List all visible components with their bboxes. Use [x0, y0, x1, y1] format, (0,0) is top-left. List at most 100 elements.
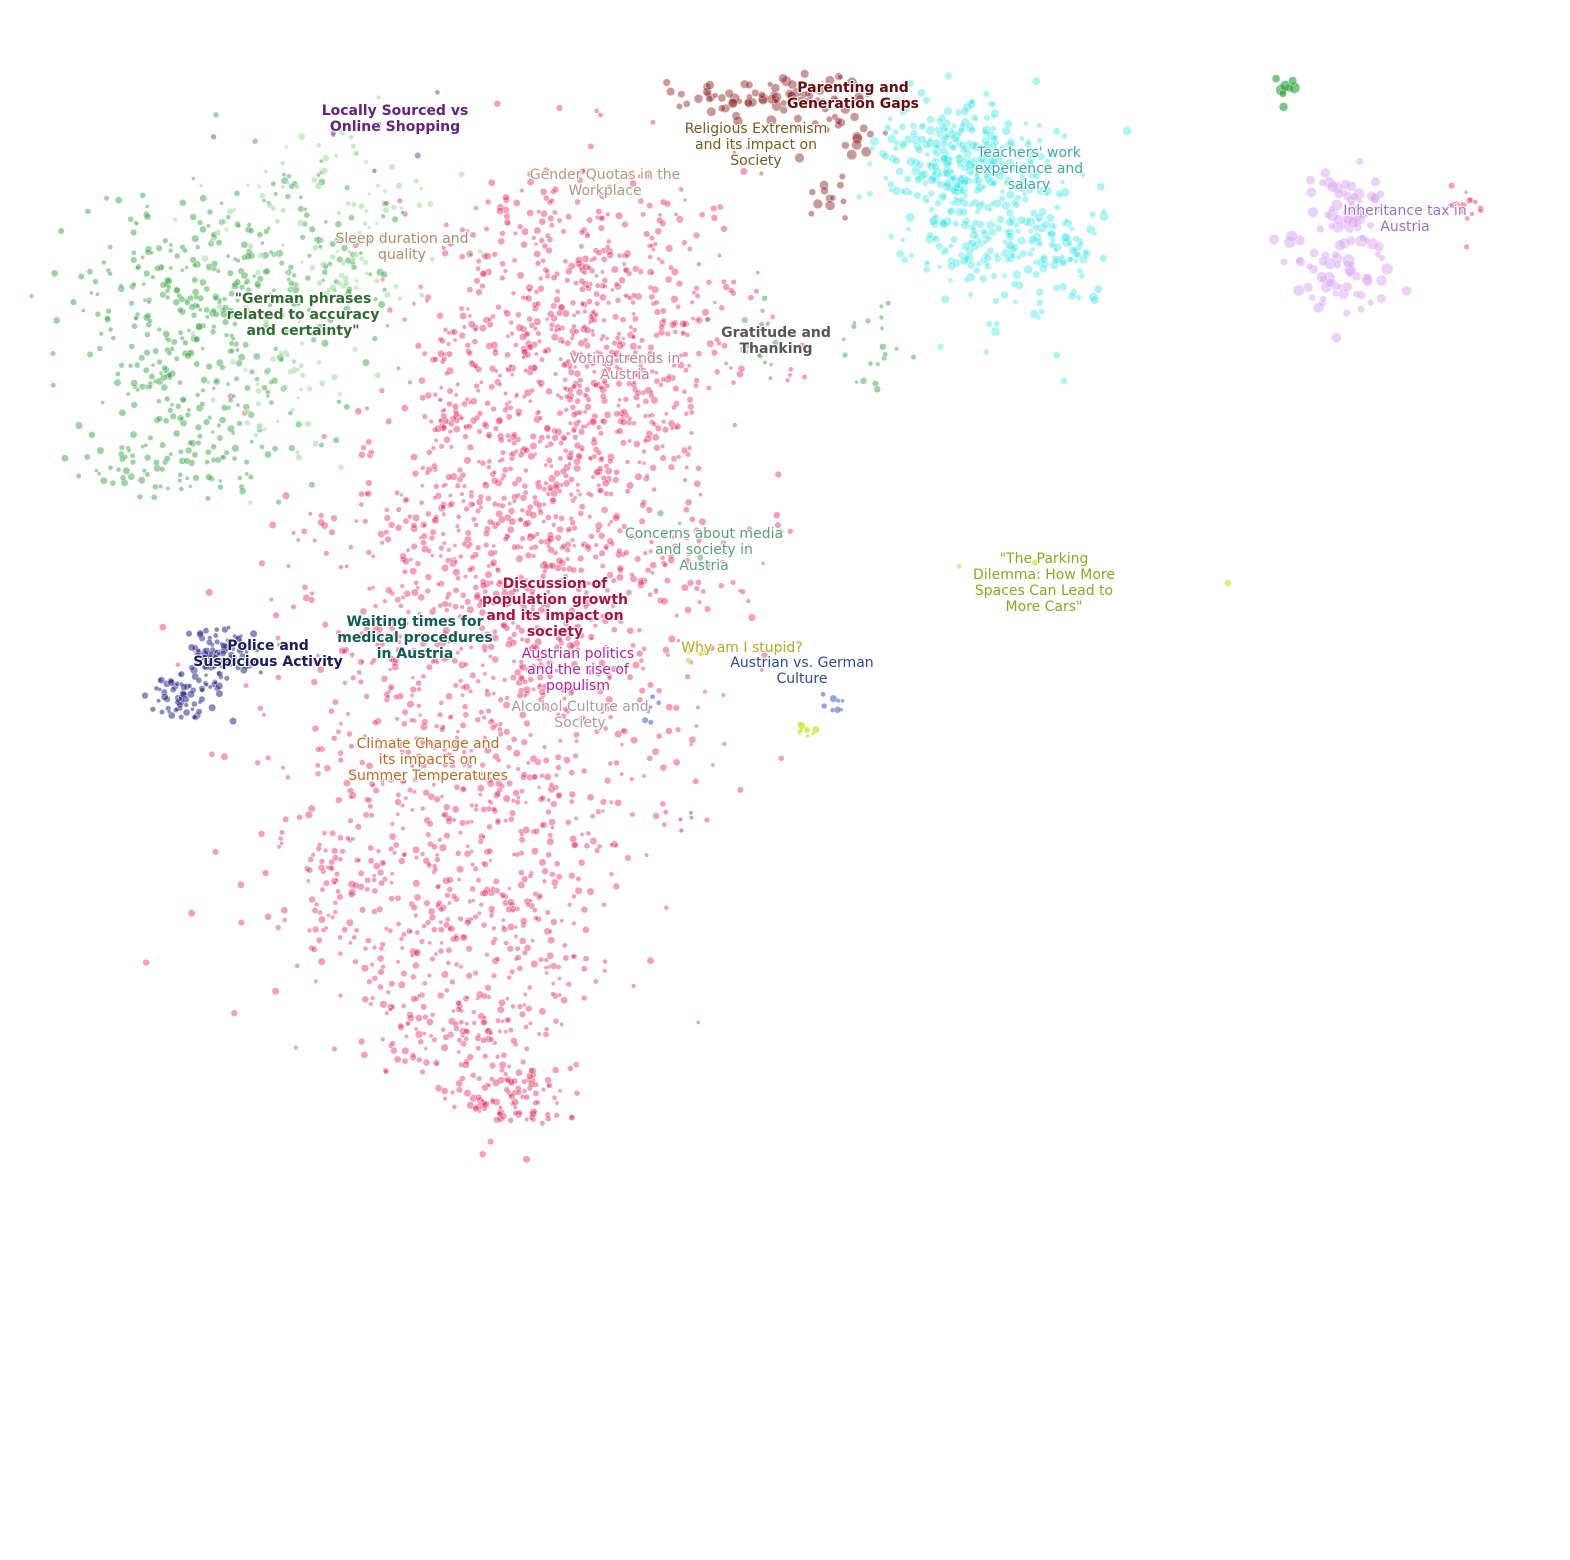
data-point [158, 484, 163, 489]
data-point [462, 433, 469, 440]
data-point [156, 415, 163, 423]
data-point [358, 490, 365, 498]
data-point [453, 1025, 460, 1032]
data-point [263, 228, 270, 235]
data-point [567, 386, 574, 394]
data-point [994, 224, 1003, 233]
data-point [446, 886, 453, 893]
data-point [444, 607, 450, 613]
data-point [423, 899, 431, 907]
data-point [439, 726, 446, 733]
data-point [561, 942, 568, 949]
data-point [246, 222, 252, 228]
data-point [998, 166, 1006, 175]
data-point [461, 762, 467, 768]
data-point [550, 825, 555, 830]
data-point [397, 296, 403, 302]
data-point [75, 421, 83, 430]
data-point [479, 578, 487, 585]
data-point [464, 995, 470, 1000]
data-point [600, 269, 605, 275]
data-point [426, 200, 434, 208]
data-point [665, 727, 673, 735]
data-point [456, 865, 465, 874]
data-point [511, 631, 518, 638]
data-point [399, 205, 404, 211]
data-point [550, 918, 558, 926]
data-point [319, 261, 327, 269]
data-point [463, 1058, 470, 1065]
data-point [364, 886, 371, 893]
data-point [560, 228, 567, 235]
data-point [432, 495, 438, 501]
data-point [283, 327, 290, 334]
data-point [143, 442, 149, 448]
data-point [1059, 179, 1066, 185]
data-point [149, 706, 156, 713]
data-point [229, 348, 235, 354]
data-point [573, 815, 579, 821]
data-point [282, 816, 290, 823]
data-point [511, 658, 517, 664]
data-point [838, 173, 846, 180]
data-point [902, 104, 911, 113]
data-point [441, 600, 449, 608]
data-point [557, 578, 564, 584]
data-point [508, 319, 514, 326]
data-point [501, 917, 506, 923]
data-point [278, 311, 286, 319]
data-point [679, 320, 688, 328]
data-point [255, 387, 262, 395]
data-point [683, 411, 690, 417]
data-point [538, 1007, 547, 1016]
data-point [529, 754, 538, 763]
data-point [565, 556, 571, 562]
data-point [477, 910, 482, 916]
data-point [1036, 137, 1043, 144]
data-point [118, 362, 125, 369]
data-point [465, 917, 472, 924]
label-german-phrases: "German phrases related to accuracy and ce… [227, 291, 380, 339]
data-point [282, 917, 288, 923]
data-point [419, 1068, 426, 1075]
data-point [495, 510, 503, 518]
data-point [647, 350, 654, 357]
data-point [523, 1093, 530, 1101]
data-point [553, 685, 558, 690]
data-point [994, 154, 1004, 164]
data-point [210, 133, 217, 140]
data-point [905, 226, 911, 232]
data-point [548, 562, 557, 570]
data-point [492, 752, 500, 761]
data-point [373, 296, 379, 302]
data-point [769, 314, 776, 320]
data-point [898, 123, 907, 131]
data-point [404, 635, 412, 644]
data-point [129, 452, 136, 459]
data-point [477, 792, 483, 797]
data-point [578, 714, 587, 723]
data-point [550, 962, 558, 970]
data-point [511, 290, 517, 296]
data-point [491, 691, 497, 696]
data-point [593, 542, 599, 548]
data-point [693, 480, 702, 488]
data-point [475, 288, 483, 296]
data-point [656, 597, 664, 605]
data-point [472, 913, 479, 920]
data-point [641, 716, 649, 724]
data-point [1014, 194, 1022, 202]
data-point [917, 88, 926, 98]
data-point [428, 608, 437, 616]
data-point [448, 421, 455, 428]
data-point [571, 323, 577, 330]
data-point [947, 129, 957, 140]
data-point [147, 434, 154, 441]
data-point [518, 599, 524, 605]
data-point [183, 702, 189, 708]
data-point [659, 454, 667, 462]
data-point [1285, 230, 1298, 243]
data-point [452, 403, 459, 410]
data-point [710, 762, 716, 768]
data-point [86, 351, 94, 358]
